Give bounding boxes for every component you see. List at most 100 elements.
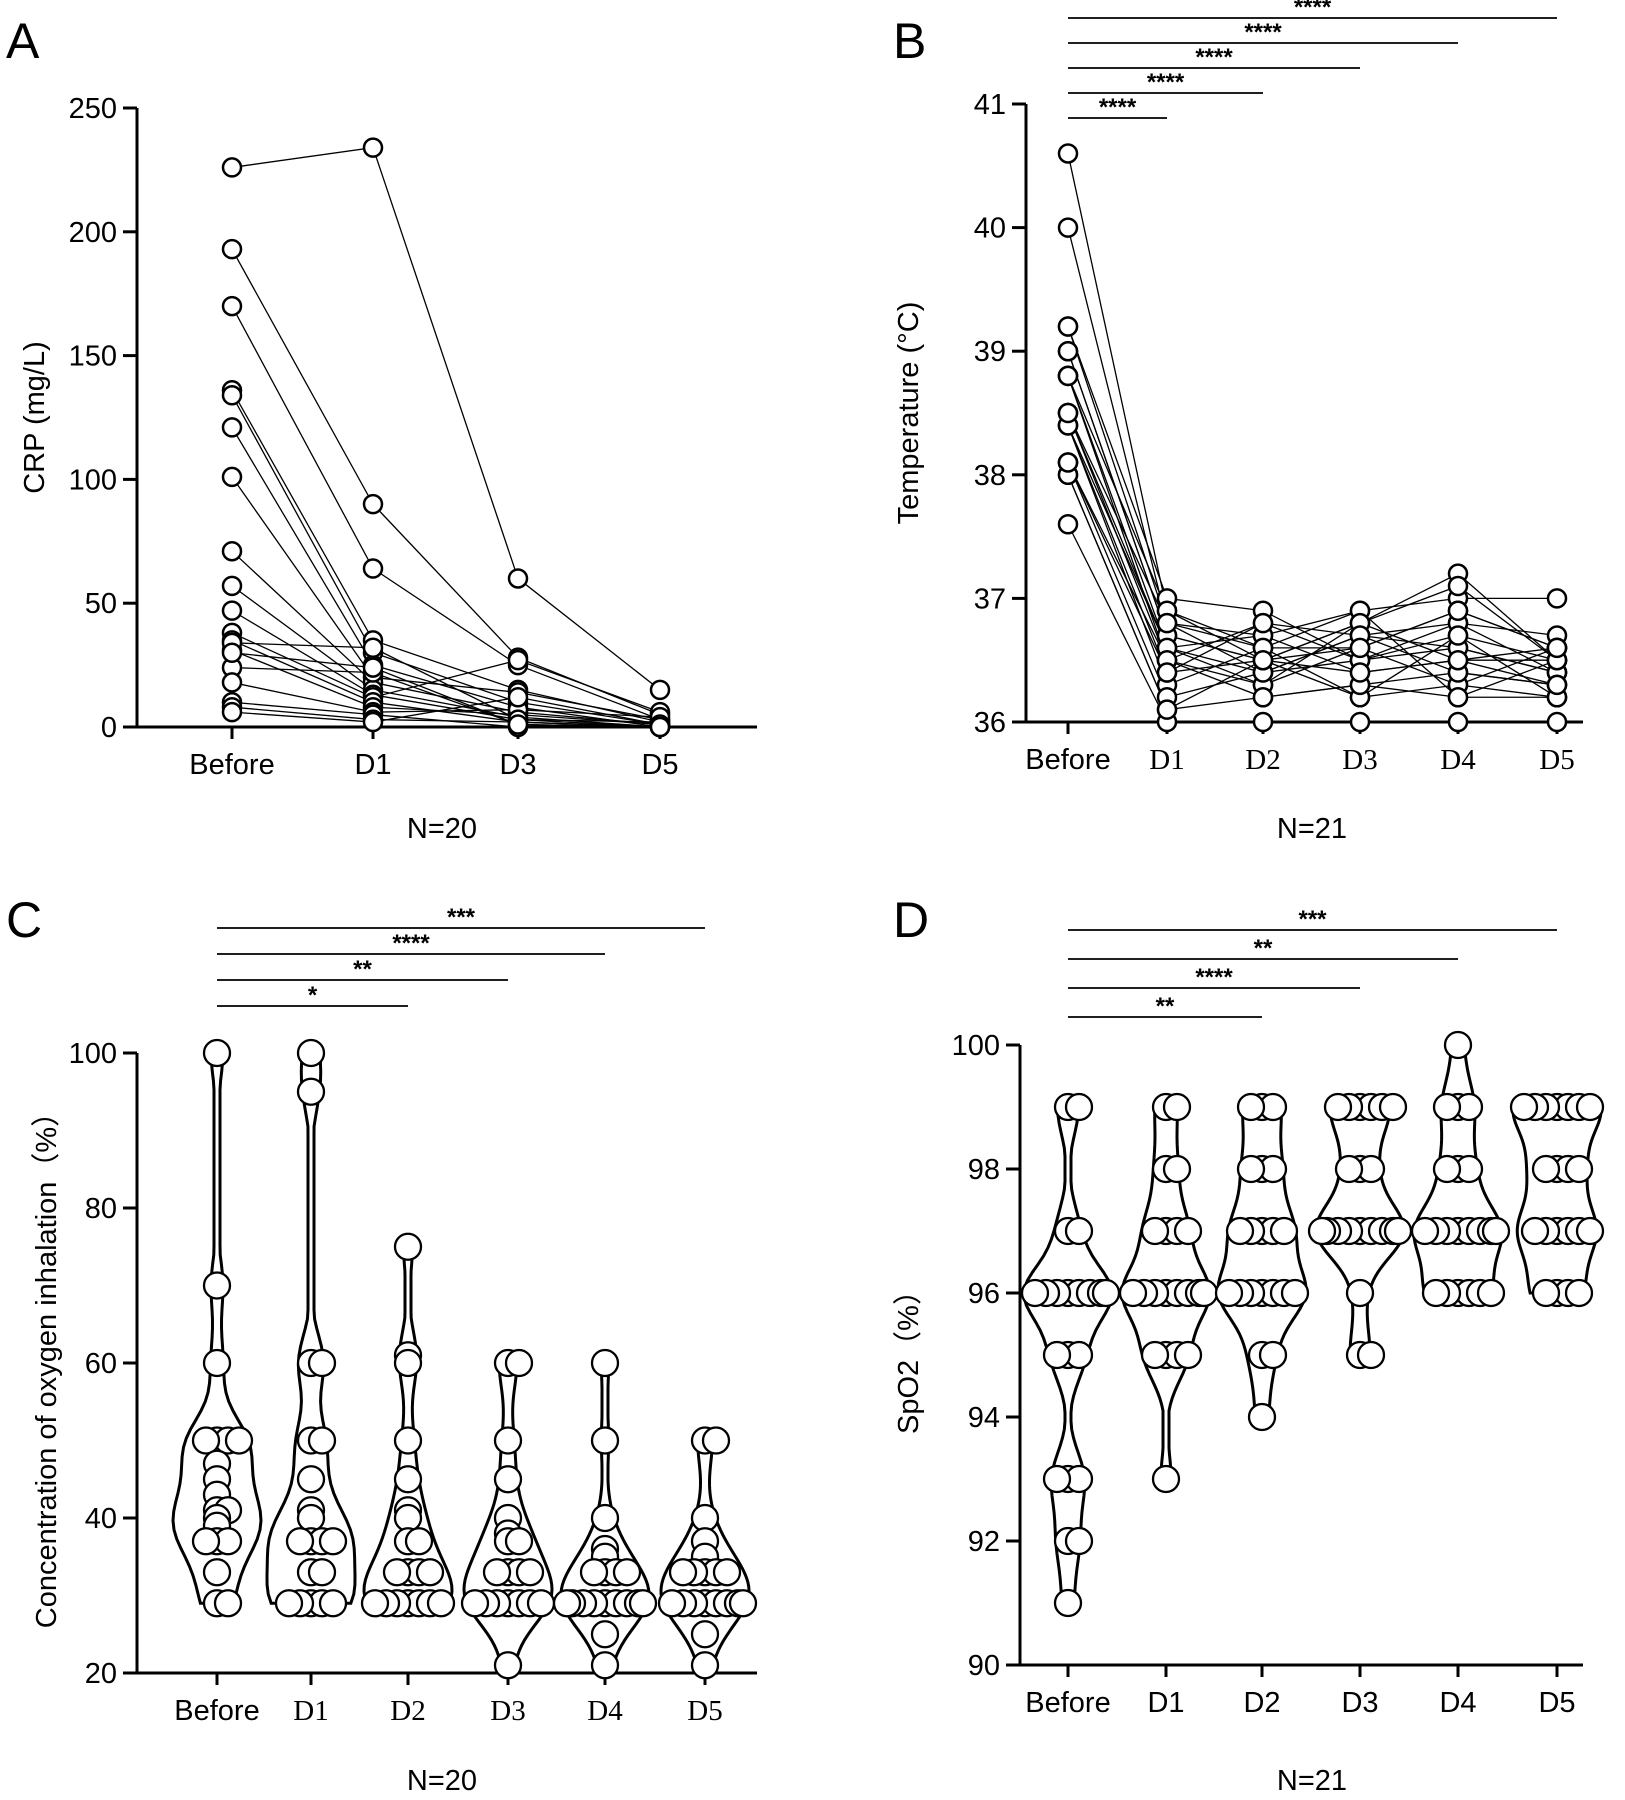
x-tick-label: D1 xyxy=(1149,744,1184,776)
x-tick-label: D4 xyxy=(587,1695,623,1727)
data-point xyxy=(482,1558,512,1587)
data-point xyxy=(221,466,243,488)
data-point xyxy=(382,1558,412,1587)
data-point xyxy=(1531,1278,1561,1308)
data-point xyxy=(507,568,529,589)
y-tick-label: 40 xyxy=(974,213,1006,245)
data-point xyxy=(202,1271,232,1300)
data-point xyxy=(526,1589,556,1618)
data-point xyxy=(221,295,243,317)
y-tick-label: 36 xyxy=(974,707,1006,739)
y-axis-title: SpO2（%） xyxy=(893,1276,925,1434)
data-point xyxy=(728,1589,758,1618)
data-point xyxy=(221,672,243,693)
data-point xyxy=(1156,662,1178,683)
sample-size-label: N=20 xyxy=(407,813,477,845)
data-point xyxy=(515,1558,545,1587)
series-line xyxy=(231,610,661,723)
data-point xyxy=(362,493,384,515)
significance-stars: **** xyxy=(1099,94,1137,121)
data-point xyxy=(1421,1278,1451,1308)
series-line xyxy=(231,550,661,726)
panel-letter-d: D xyxy=(893,892,929,948)
series-line xyxy=(1067,227,1557,637)
data-point xyxy=(1564,1154,1594,1184)
significance-stars: ** xyxy=(353,956,372,983)
data-point xyxy=(1546,674,1568,696)
data-point xyxy=(221,238,243,260)
sample-size-label: N=21 xyxy=(1277,1765,1347,1797)
data-point xyxy=(1356,1340,1386,1370)
y-tick-label: 92 xyxy=(968,1526,1000,1558)
data-point xyxy=(307,1558,337,1587)
data-point xyxy=(1447,625,1469,646)
data-point xyxy=(1546,637,1568,659)
x-tick-label: D5 xyxy=(1538,1687,1575,1719)
series-line xyxy=(1067,425,1558,698)
x-tick-label: Before xyxy=(1025,1687,1110,1719)
series-line xyxy=(231,585,661,728)
data-point xyxy=(507,714,529,735)
panel-letter-a: A xyxy=(6,13,40,69)
data-point xyxy=(1057,217,1079,238)
series-line xyxy=(1067,375,1558,686)
x-tick-label: D2 xyxy=(390,1695,425,1727)
x-tick-label: D3 xyxy=(1342,744,1377,776)
data-point xyxy=(1162,1154,1192,1184)
panel-a-crp-chart: 0 50 100 150 200 250 Before D1 D3 D5 CRP (mg/L) N=2… xyxy=(19,93,757,845)
data-point xyxy=(393,1348,423,1378)
data-point xyxy=(1057,402,1079,424)
y-tick-label: 98 xyxy=(968,1154,1000,1186)
data-point xyxy=(393,1232,423,1261)
y-tick-label: 200 xyxy=(69,217,117,249)
x-tick-label: D4 xyxy=(1439,1687,1476,1719)
x-tick-label: D5 xyxy=(641,749,678,781)
data-point xyxy=(1447,575,1469,597)
data-point xyxy=(1432,1154,1462,1184)
series-line xyxy=(231,476,661,721)
significance-stars: ** xyxy=(1156,993,1175,1020)
data-point xyxy=(690,1620,720,1649)
data-point xyxy=(393,1503,423,1533)
data-point xyxy=(1447,711,1469,733)
data-point xyxy=(649,679,671,701)
x-tick-label: D1 xyxy=(293,1695,328,1727)
data-point xyxy=(690,1503,720,1533)
x-tick-label: D2 xyxy=(1243,1687,1280,1719)
data-point xyxy=(1064,1092,1094,1122)
series-line xyxy=(231,389,661,723)
x-tick-label: D3 xyxy=(499,749,536,781)
panel-d-spo2-chart: 90 92 94 96 98 100 Before D1 D2 D3 D4 D5 SpO2（%） N=21… xyxy=(893,906,1605,1797)
data-point xyxy=(1349,711,1371,733)
data-point xyxy=(628,1589,658,1618)
series-line xyxy=(1067,474,1558,711)
data-point xyxy=(590,1426,620,1455)
y-tick-label: 94 xyxy=(968,1402,1000,1434)
data-point xyxy=(1323,1092,1353,1122)
data-point xyxy=(493,1651,523,1680)
data-point xyxy=(1476,1278,1506,1308)
violin-outline xyxy=(1216,1105,1308,1419)
significance-stars: **** xyxy=(1294,0,1332,21)
y-tick-label: 100 xyxy=(69,1038,117,1070)
x-tick-label: Before xyxy=(189,749,274,781)
data-point xyxy=(590,1651,620,1680)
data-point xyxy=(590,1503,620,1533)
data-point xyxy=(668,1558,698,1587)
x-tick-label: D5 xyxy=(1539,744,1574,776)
y-tick-label: 96 xyxy=(968,1278,1000,1310)
data-point xyxy=(362,637,384,659)
data-point xyxy=(307,1426,337,1455)
data-point xyxy=(1225,1216,1255,1246)
data-point xyxy=(1520,1216,1550,1246)
data-point xyxy=(221,575,243,597)
significance-stars: * xyxy=(308,982,318,1009)
data-point xyxy=(415,1558,445,1587)
series-line xyxy=(231,632,661,713)
data-point xyxy=(1447,687,1469,708)
data-point xyxy=(221,384,243,406)
series-line xyxy=(1067,474,1558,711)
data-point xyxy=(362,711,384,733)
data-point xyxy=(493,1465,523,1494)
series-line xyxy=(231,652,661,728)
